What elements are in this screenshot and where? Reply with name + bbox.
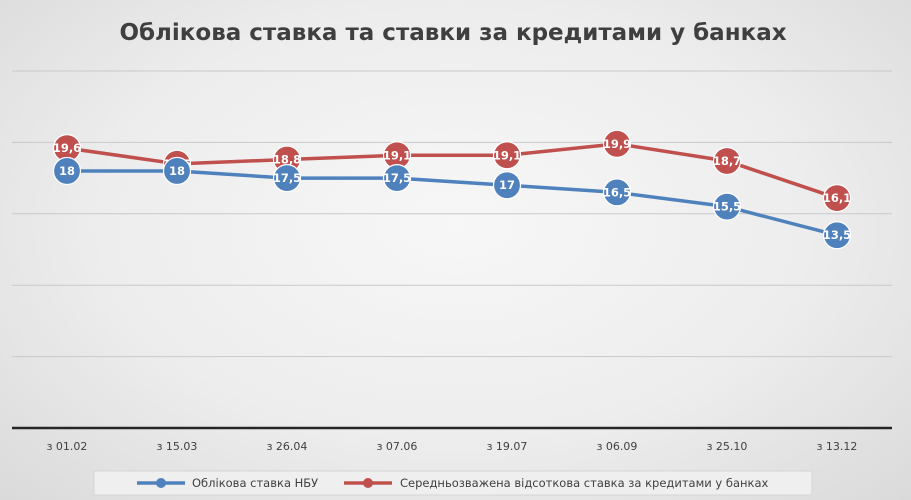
data-label: 19,1: [383, 148, 411, 162]
data-label: 19,6: [53, 141, 81, 155]
gridlines: [12, 70, 892, 430]
data-label: 13,5: [823, 228, 851, 242]
data-point: [712, 192, 742, 221]
series-points: 19,618,518,819,119,119,918,716,1181817,5…: [52, 129, 852, 250]
data-label: 18,8: [273, 153, 301, 167]
data-label: 17,5: [273, 171, 301, 185]
data-point: [602, 178, 632, 207]
x-tick-label: з 19.07: [487, 440, 528, 453]
x-tick-label: з 06.09: [597, 440, 638, 453]
data-label: 16,1: [823, 191, 851, 205]
data-point: [602, 129, 632, 158]
data-label: 19,9: [603, 137, 631, 151]
data-point: [822, 221, 852, 250]
data-point: [712, 146, 742, 176]
x-tick-label: з 01.02: [47, 440, 88, 453]
series-line: [66, 142, 838, 200]
legend-swatch-marker: [156, 478, 166, 488]
x-tick-label: з 07.06: [377, 440, 418, 453]
legend: Облікова ставка НБУ Середньозважена відсо…: [93, 470, 813, 496]
legend-swatch-marker: [363, 478, 373, 488]
data-label: 15,5: [713, 200, 741, 214]
series-lines: [66, 142, 838, 237]
data-label: 17,5: [383, 171, 411, 185]
data-point: [52, 156, 82, 186]
x-tick-label: з 26.04: [267, 440, 308, 453]
data-label: 19,1: [493, 148, 521, 162]
data-point: [822, 183, 852, 213]
data-point: [272, 164, 302, 193]
x-tick-label: з 15.03: [157, 440, 198, 453]
data-label: 18,7: [713, 154, 741, 168]
legend-box: [93, 470, 813, 496]
x-tick-label: з 13.12: [817, 440, 858, 453]
x-axis-ticks: з 01.02 з 15.03 з 26.04 з 07.06 з 19.07 з 06.…: [47, 440, 858, 453]
data-label: 17: [499, 178, 515, 192]
data-point: [492, 141, 522, 170]
data-label: 18: [59, 164, 75, 178]
x-tick-label: з 25.10: [707, 440, 748, 453]
data-point: [492, 171, 522, 200]
legend-label: Облікова ставка НБУ: [192, 476, 318, 490]
series-line: [67, 169, 838, 237]
data-point: [162, 156, 192, 186]
chart-title: Облікова ставка та ставки за кредитами у…: [119, 20, 786, 46]
data-point: [382, 164, 412, 193]
legend-label: Середньозважена відсоткова ставка за кре…: [400, 476, 769, 490]
data-label: 18: [169, 164, 185, 178]
data-label: 16,5: [603, 185, 631, 199]
